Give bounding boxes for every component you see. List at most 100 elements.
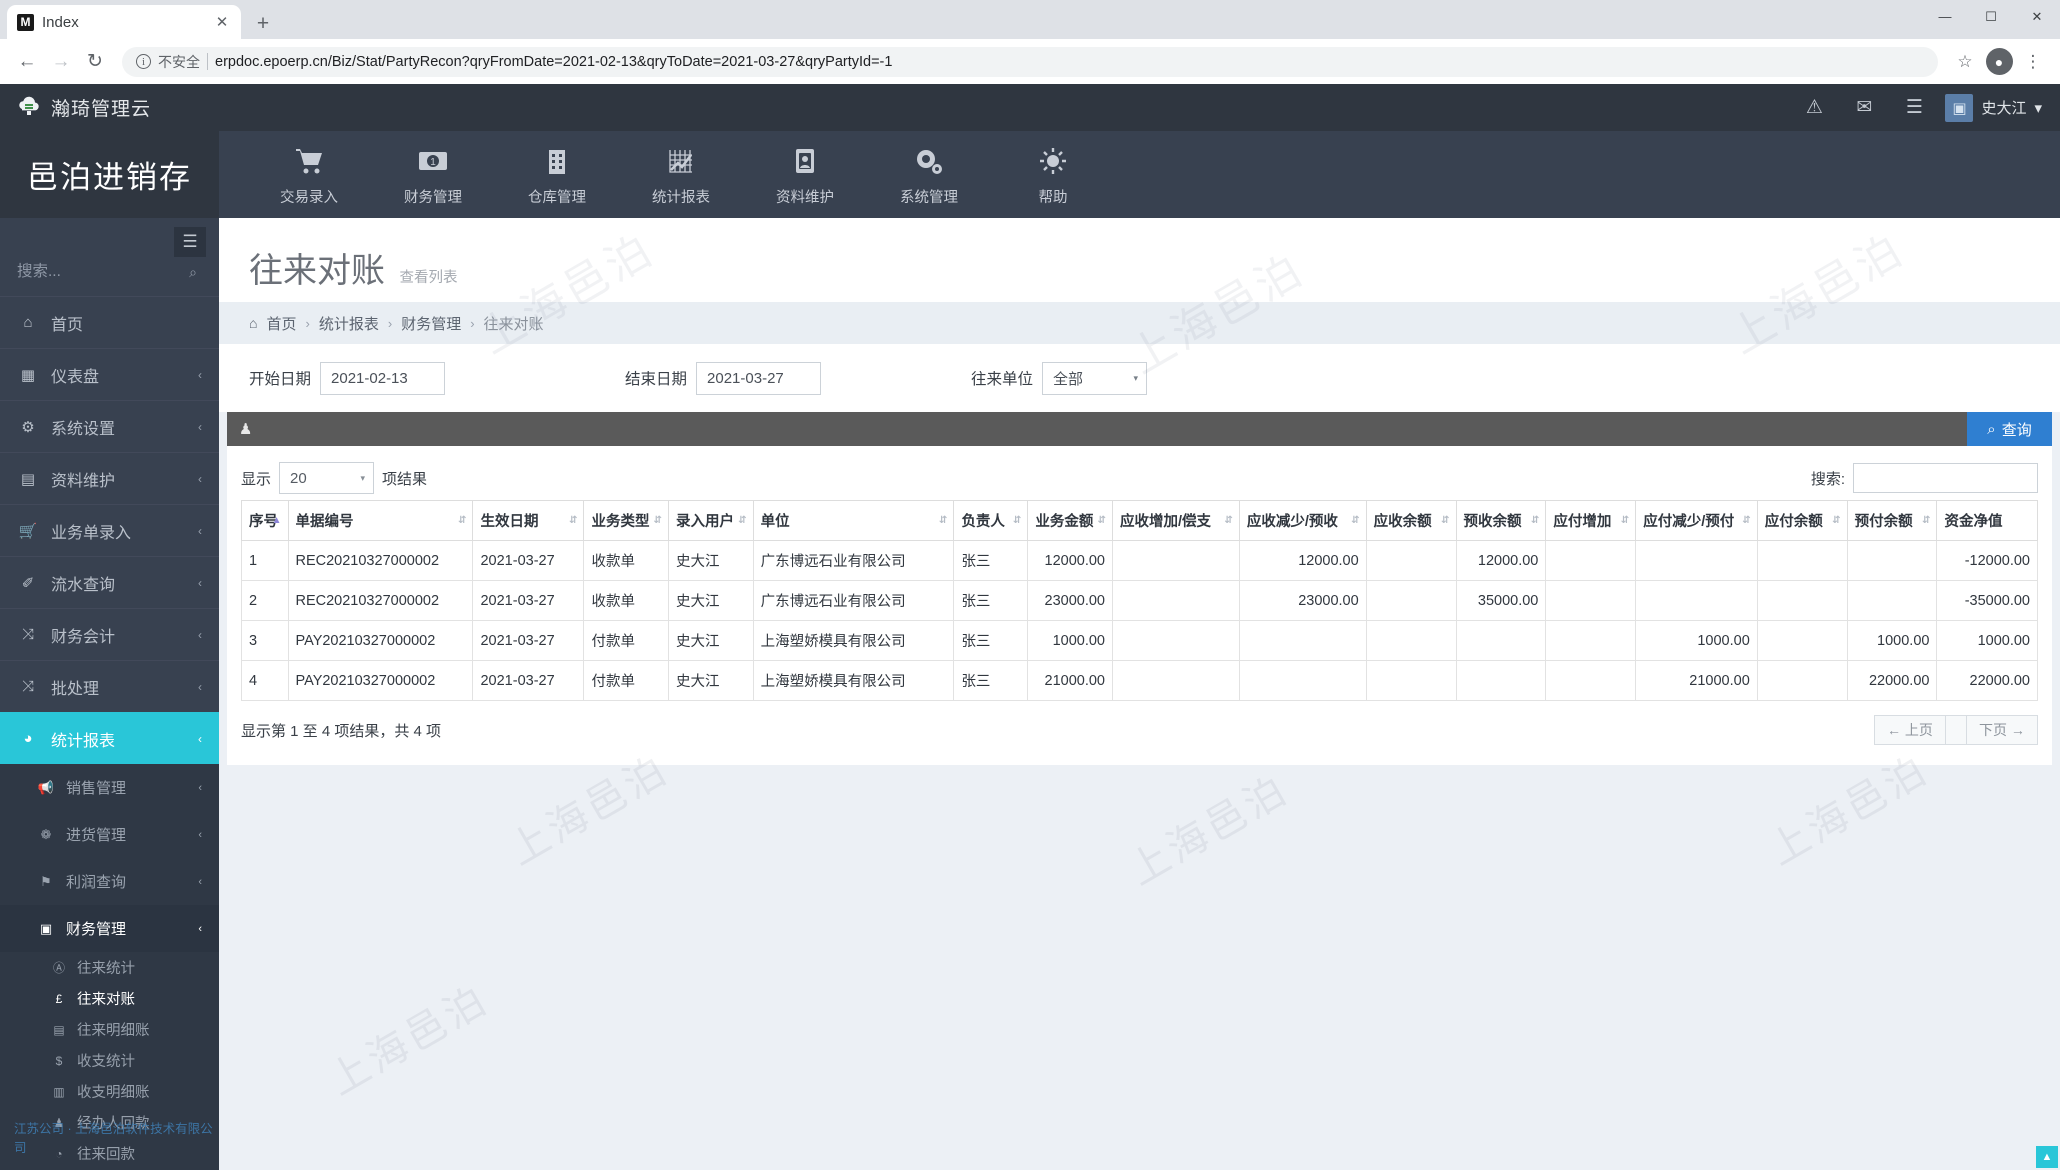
col-biz-type[interactable]: 业务类型 ⇵ bbox=[583, 500, 670, 541]
col-party[interactable]: 单位 ⇵ bbox=[752, 500, 955, 541]
col-ap-balance[interactable]: 应付余额 ⇵ bbox=[1756, 500, 1848, 541]
prev-page-button[interactable]: ← 上页 bbox=[1874, 715, 1946, 745]
sidebar-search[interactable]: 搜索... ⌕ bbox=[0, 218, 219, 296]
page-size-select[interactable]: 20 ▾ bbox=[279, 462, 375, 494]
table-row[interactable]: 3 PAY20210327000002 2021-03-27 付款单 史大江 上… bbox=[241, 620, 2038, 661]
browser-menu-icon[interactable]: ⋮ bbox=[2024, 51, 2042, 71]
sidebar-item-business-entry[interactable]: 🛒 业务单录入 ‹ bbox=[0, 504, 219, 556]
cell-seq: 4 bbox=[241, 660, 289, 701]
sidebar-item-party-collection[interactable]: ◔ 往来回款 bbox=[0, 1138, 219, 1169]
new-tab-button[interactable]: + bbox=[256, 12, 270, 35]
query-button[interactable]: ⌕ 查询 bbox=[1967, 412, 2052, 446]
sidebar-item-profit-query[interactable]: ⚑ 利润查询 ‹ bbox=[0, 858, 219, 905]
sidebar-item-home[interactable]: ⌂ 首页 bbox=[0, 296, 219, 348]
sidebar-item-data-maintenance[interactable]: ▤ 资料维护 ‹ bbox=[0, 452, 219, 504]
maximize-icon[interactable]: ☐ bbox=[1985, 8, 1997, 24]
col-ar-decrease[interactable]: 应收减少/预收 ⇵ bbox=[1238, 500, 1367, 541]
table-row[interactable]: 1 REC20210327000002 2021-03-27 收款单 史大江 广… bbox=[241, 540, 2038, 581]
col-doc-no[interactable]: 单据编号 ⇵ bbox=[287, 500, 474, 541]
user-menu[interactable]: ▣ 史大江 ▾ bbox=[1939, 93, 2060, 122]
cloud-logo[interactable]: 瀚琦管理云 bbox=[16, 94, 151, 121]
tab-title: Index bbox=[42, 13, 79, 31]
party-select[interactable]: 全部 ▾ bbox=[1042, 361, 1148, 395]
menu-item-system[interactable]: 系统管理 bbox=[867, 131, 991, 218]
bookmark-star-icon[interactable]: ☆ bbox=[1957, 51, 1973, 71]
menu-item-transaction-entry[interactable]: 交易录入 bbox=[247, 131, 371, 218]
sidebar-item-party-recon[interactable]: £ 往来对账 bbox=[0, 983, 219, 1014]
menu-item-data-maintenance[interactable]: 资料维护 bbox=[743, 131, 867, 218]
sidebar-item-agent-collection[interactable]: ♟ 经办人回款 bbox=[0, 1107, 219, 1138]
cell-user: 史大江 bbox=[668, 540, 754, 581]
menu-item-finance[interactable]: 1 财务管理 bbox=[371, 131, 495, 218]
sidebar-footer: 江苏公司 · 上海邑泊软件技术有限公司 bbox=[14, 1122, 213, 1155]
breadcrumb-separator: › bbox=[387, 315, 393, 331]
forward-icon[interactable]: → bbox=[51, 50, 71, 72]
sidebar-item-sales-management[interactable]: 📢 销售管理 ‹ bbox=[0, 764, 219, 811]
sidebar-item-party-detail-ledger[interactable]: ▤ 往来明细账 bbox=[0, 1014, 219, 1045]
sidebar-toggle-icon[interactable]: ☰ bbox=[174, 227, 206, 257]
reload-icon[interactable]: ↻ bbox=[87, 51, 103, 72]
info-icon[interactable]: i bbox=[136, 54, 151, 69]
sidebar-item-party-stats[interactable]: Ⓐ 往来统计 bbox=[0, 952, 219, 983]
end-date-input[interactable]: 2021-03-27 bbox=[696, 361, 822, 395]
sidebar-item-batch-process[interactable]: ⤨ 批处理 ‹ bbox=[0, 660, 219, 712]
next-page-button[interactable]: 下页 → bbox=[1966, 715, 2038, 745]
col-prerecv-balance[interactable]: 预收余额 ⇵ bbox=[1455, 500, 1547, 541]
col-ap-increase[interactable]: 应付增加 ⇵ bbox=[1545, 500, 1637, 541]
col-prepay-balance[interactable]: 预付余额 ⇵ bbox=[1846, 500, 1938, 541]
address-bar[interactable]: i 不安全 erpdoc.epoerp.cn/Biz/Stat/PartyRec… bbox=[122, 46, 1938, 77]
chevron-left-icon: ‹ bbox=[198, 523, 202, 538]
sidebar-item-system-settings[interactable]: ⚙ 系统设置 ‹ bbox=[0, 400, 219, 452]
sidebar-item-label: 往来统计 bbox=[77, 961, 135, 977]
start-date-input[interactable]: 2021-02-13 bbox=[320, 361, 446, 395]
pager-gap bbox=[1945, 715, 1967, 745]
window-close-icon[interactable]: ✕ bbox=[2031, 8, 2043, 24]
sidebar-item-statistics-reports[interactable]: ◕ 统计报表 ‹ bbox=[0, 712, 219, 764]
col-eff-date[interactable]: 生效日期 ⇵ bbox=[472, 500, 585, 541]
col-owner[interactable]: 负责人 ⇵ bbox=[953, 500, 1029, 541]
app-topbar: 瀚琦管理云 ⚠ ✉ ☰ ▣ 史大江 ▾ bbox=[0, 84, 2060, 131]
alert-icon[interactable]: ⚠ bbox=[1805, 97, 1823, 118]
person-icon[interactable]: ♟ bbox=[239, 421, 253, 438]
minimize-icon[interactable]: — bbox=[1938, 9, 1952, 24]
sidebar-item-purchase-management[interactable]: ❁ 进货管理 ‹ bbox=[0, 811, 219, 858]
close-icon[interactable]: ✕ bbox=[215, 14, 229, 31]
col-label: 预收余额 bbox=[1463, 514, 1522, 530]
table-row[interactable]: 2 REC20210327000002 2021-03-27 收款单 史大江 广… bbox=[241, 580, 2038, 621]
search-icon[interactable]: ⌕ bbox=[189, 264, 197, 280]
col-amount[interactable]: 业务金额 ⇵ bbox=[1027, 500, 1113, 541]
scroll-to-top-button[interactable]: ▲ bbox=[2036, 1146, 2058, 1168]
menu-item-warehouse[interactable]: 仓库管理 bbox=[495, 131, 619, 218]
sidebar-item-income-expense-stats[interactable]: $ 收支统计 bbox=[0, 1045, 219, 1076]
col-ar-increase[interactable]: 应收增加/偿支 ⇵ bbox=[1111, 500, 1240, 541]
list-icon[interactable]: ☰ bbox=[1905, 97, 1923, 118]
sidebar-item-accounting[interactable]: ⤨ 财务会计 ‹ bbox=[0, 608, 219, 660]
menu-item-help[interactable]: 帮助 bbox=[991, 131, 1115, 218]
back-icon[interactable]: ← bbox=[17, 50, 37, 72]
sidebar-item-flow-query[interactable]: ✐ 流水查询 ‹ bbox=[0, 556, 219, 608]
home-icon[interactable]: ⌂ bbox=[249, 315, 258, 331]
col-net-value[interactable]: 资金净值 bbox=[1936, 500, 2038, 541]
breadcrumb-item-home[interactable]: 首页 bbox=[266, 315, 297, 333]
sidebar-item-income-expense-ledger[interactable]: ▥ 收支明细账 bbox=[0, 1076, 219, 1107]
col-ar-balance[interactable]: 应收余额 ⇵ bbox=[1365, 500, 1457, 541]
col-user[interactable]: 录入用户 ⇵ bbox=[668, 500, 754, 541]
search-input[interactable]: 搜索... bbox=[17, 263, 61, 280]
sidebar-item-finance-management[interactable]: ▣ 财务管理 ‹ bbox=[0, 905, 219, 952]
profile-avatar[interactable]: ● bbox=[1984, 47, 2014, 77]
results-panel: ♟ ⌕ 查询 显示 20 ▾ 项结果 bbox=[227, 412, 2052, 765]
chevron-left-icon: ‹ bbox=[198, 419, 202, 434]
breadcrumb-item-reports[interactable]: 统计报表 bbox=[318, 315, 379, 333]
search-input[interactable] bbox=[1853, 463, 2038, 493]
breadcrumb-item-finance[interactable]: 财务管理 bbox=[401, 315, 462, 333]
filter-end-date: 结束日期 2021-03-27 bbox=[625, 361, 822, 395]
sidebar-item-dashboard[interactable]: ▦ 仪表盘 ‹ bbox=[0, 348, 219, 400]
browser-tab[interactable]: M Index ✕ bbox=[7, 5, 241, 39]
sort-icon: ⇵ bbox=[1351, 514, 1360, 526]
table-row[interactable]: 4 PAY20210327000002 2021-03-27 付款单 史大江 上… bbox=[241, 660, 2038, 701]
mail-icon[interactable]: ✉ bbox=[1856, 97, 1873, 118]
col-seq[interactable]: 序号 ▲ bbox=[241, 500, 289, 541]
money-icon: 1 bbox=[416, 143, 450, 179]
menu-item-reports[interactable]: 统计报表 bbox=[619, 131, 743, 218]
col-ap-decrease[interactable]: 应付减少/预付 ⇵ bbox=[1635, 500, 1758, 541]
